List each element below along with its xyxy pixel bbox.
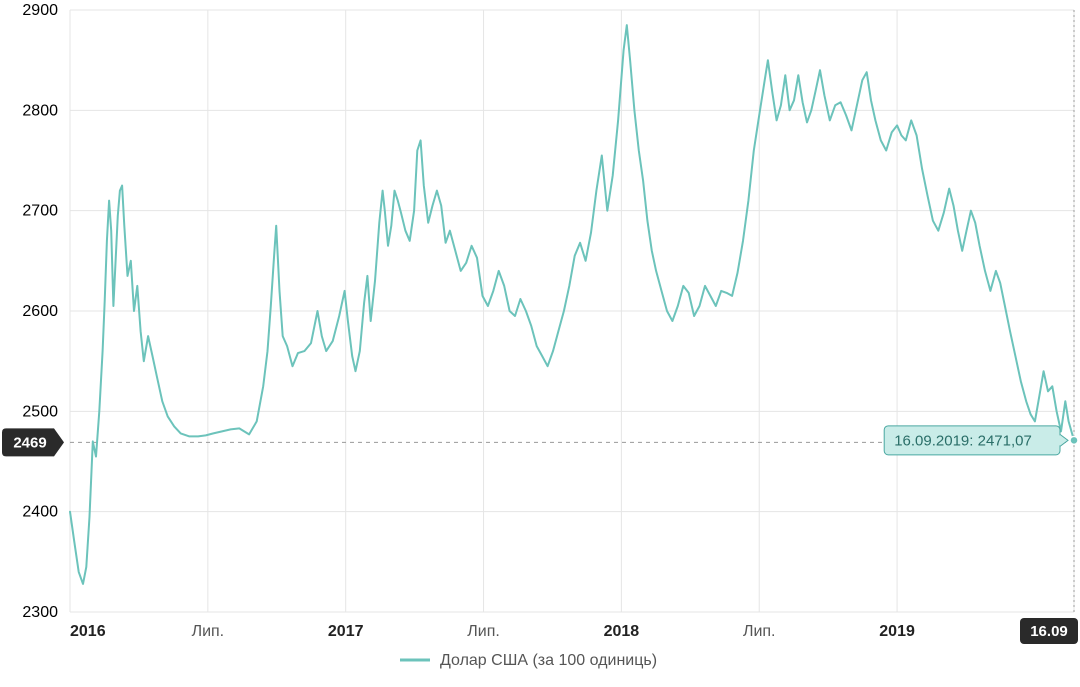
y-tick-label: 2900 — [22, 2, 58, 19]
y-tick-label: 2800 — [22, 102, 58, 119]
svg-text:Лип.: Лип. — [192, 623, 225, 640]
x-tick: 2017 — [328, 623, 364, 640]
svg-text:Лип.: Лип. — [743, 623, 776, 640]
y-reference-label: 2469 — [13, 434, 46, 451]
exchange-rate-chart: 2300 2400 2500 2600 2700 2800 2900 2016 Лип. 2017… — [0, 0, 1080, 687]
svg-text:2017: 2017 — [328, 623, 364, 640]
y-tick-label: 2700 — [22, 203, 58, 220]
hover-marker — [1070, 436, 1078, 444]
y-tick-label: 2300 — [22, 604, 58, 621]
legend-label: Долар США (за 100 одиниць) — [440, 652, 657, 669]
y-tick-label: 2500 — [22, 403, 58, 420]
svg-text:2018: 2018 — [604, 623, 640, 640]
chart-svg: 2300 2400 2500 2600 2700 2800 2900 2016 Лип. 2017… — [0, 0, 1080, 687]
x-end-badge-text: 16.09 — [1030, 623, 1068, 640]
y-tick-label: 2400 — [22, 504, 58, 521]
svg-text:2016: 2016 — [70, 623, 106, 640]
x-tick: Лип. — [743, 623, 776, 640]
svg-text:Лип.: Лип. — [467, 623, 500, 640]
y-tick-label: 2600 — [22, 303, 58, 320]
x-tick: 2019 — [879, 623, 915, 640]
tooltip-text: 16.09.2019: 2471,07 — [894, 432, 1032, 449]
svg-text:2019: 2019 — [879, 623, 915, 640]
x-tick: 2016 — [70, 623, 106, 640]
x-tick: 2018 — [604, 623, 640, 640]
x-tick: Лип. — [467, 623, 500, 640]
x-tick: Лип. — [192, 623, 225, 640]
